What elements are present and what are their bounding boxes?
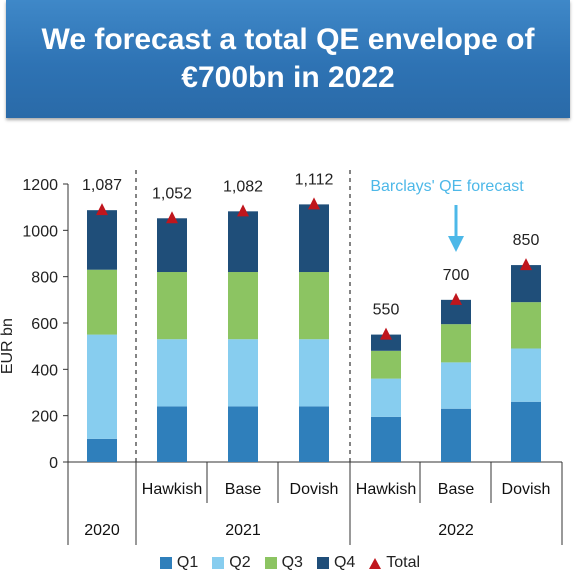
legend-label: Q3 — [281, 554, 303, 571]
bar-segment-q2 — [87, 334, 117, 439]
total-marker — [237, 204, 249, 217]
total-label: 1,112 — [295, 171, 334, 188]
total-marker — [166, 211, 178, 224]
legend-label: Q4 — [333, 554, 356, 571]
scenario-label: Dovish — [290, 481, 339, 498]
total-marker — [308, 197, 320, 210]
year-label: 2021 — [225, 522, 261, 539]
scenario-label: Base — [438, 481, 475, 498]
total-label: 1,087 — [82, 177, 122, 194]
legend-item-q4: Q4 — [316, 554, 356, 572]
y-tick-label: 0 — [49, 455, 58, 472]
scenario-label: Dovish — [502, 481, 551, 498]
year-label: 2022 — [438, 522, 474, 539]
legend-swatch — [316, 557, 329, 569]
legend-label: Q1 — [176, 554, 199, 571]
scenario-label: Hawkish — [356, 481, 416, 498]
y-tick-label: 400 — [31, 362, 58, 379]
bar-segment-q3 — [87, 269, 117, 335]
title-line-2: €700bn in 2022 — [181, 61, 395, 94]
total-label: 850 — [513, 232, 540, 249]
scenario-label: Base — [225, 481, 262, 498]
y-tick-label: 200 — [31, 409, 58, 426]
scenario-label: Hawkish — [142, 481, 202, 498]
bar-segment-q1 — [371, 416, 401, 462]
bar-segment-q4 — [157, 218, 187, 273]
bar-segment-q3 — [511, 302, 541, 349]
bar-segment-q4 — [228, 211, 258, 273]
total-marker — [96, 203, 108, 216]
total-label: 1,052 — [152, 185, 192, 202]
bar-segment-q4 — [299, 204, 329, 273]
bar-segment-q3 — [371, 350, 401, 379]
legend-label: Total — [386, 554, 421, 571]
annotation-arrow-head — [448, 236, 464, 252]
legend-item-q3: Q3 — [264, 554, 303, 572]
legend-swatch — [212, 557, 225, 569]
bar-segment-q1 — [441, 408, 471, 462]
bar-segment-q4 — [511, 265, 541, 303]
triangle-icon — [369, 557, 382, 569]
bar-segment-q3 — [157, 272, 187, 340]
bar-segment-q4 — [87, 210, 117, 270]
bar-segment-q2 — [157, 339, 187, 407]
title-line-1: We forecast a total QE envelope of — [41, 23, 535, 56]
bar-segment-q2 — [371, 378, 401, 417]
legend-swatch — [159, 557, 172, 569]
bar-segment-q4 — [371, 334, 401, 351]
bar-segment-q1 — [87, 438, 117, 462]
total-label: 700 — [443, 267, 470, 284]
bar-segment-q3 — [228, 272, 258, 340]
bar-segment-q1 — [228, 406, 258, 462]
bar-segment-q2 — [299, 339, 329, 407]
bar-segment-q3 — [441, 324, 471, 363]
legend-item-total: Total — [369, 554, 420, 572]
y-tick-label: 800 — [31, 270, 58, 287]
bar-segment-q1 — [157, 406, 187, 462]
year-label: 2020 — [84, 522, 120, 539]
legend-label: Q2 — [229, 554, 251, 571]
total-label: 550 — [373, 302, 400, 319]
bar-segment-q1 — [511, 401, 541, 462]
bar-segment-q2 — [228, 339, 258, 407]
total-marker — [450, 292, 462, 305]
legend-item-q1: Q1 — [159, 554, 199, 572]
y-axis-label: EUR bn — [0, 318, 16, 374]
bar-segment-q1 — [299, 406, 329, 462]
bar-segment-q3 — [299, 272, 329, 340]
y-tick-label: 1000 — [22, 223, 58, 240]
title-banner: We forecast a total QE envelope of €700b… — [6, 0, 570, 118]
y-tick-label: 1200 — [22, 177, 58, 194]
forecast-annotation: Barclays' QE forecast — [370, 178, 524, 195]
legend-item-q2: Q2 — [212, 554, 251, 572]
y-tick-label: 600 — [31, 316, 58, 333]
total-label: 1,082 — [223, 178, 263, 195]
bar-segment-q2 — [511, 348, 541, 402]
total-marker — [520, 258, 532, 271]
legend: Q1 Q2 Q3 Q4 Total — [0, 552, 580, 574]
total-marker — [380, 327, 392, 340]
bar-segment-q2 — [441, 362, 471, 409]
legend-swatch — [264, 557, 277, 569]
